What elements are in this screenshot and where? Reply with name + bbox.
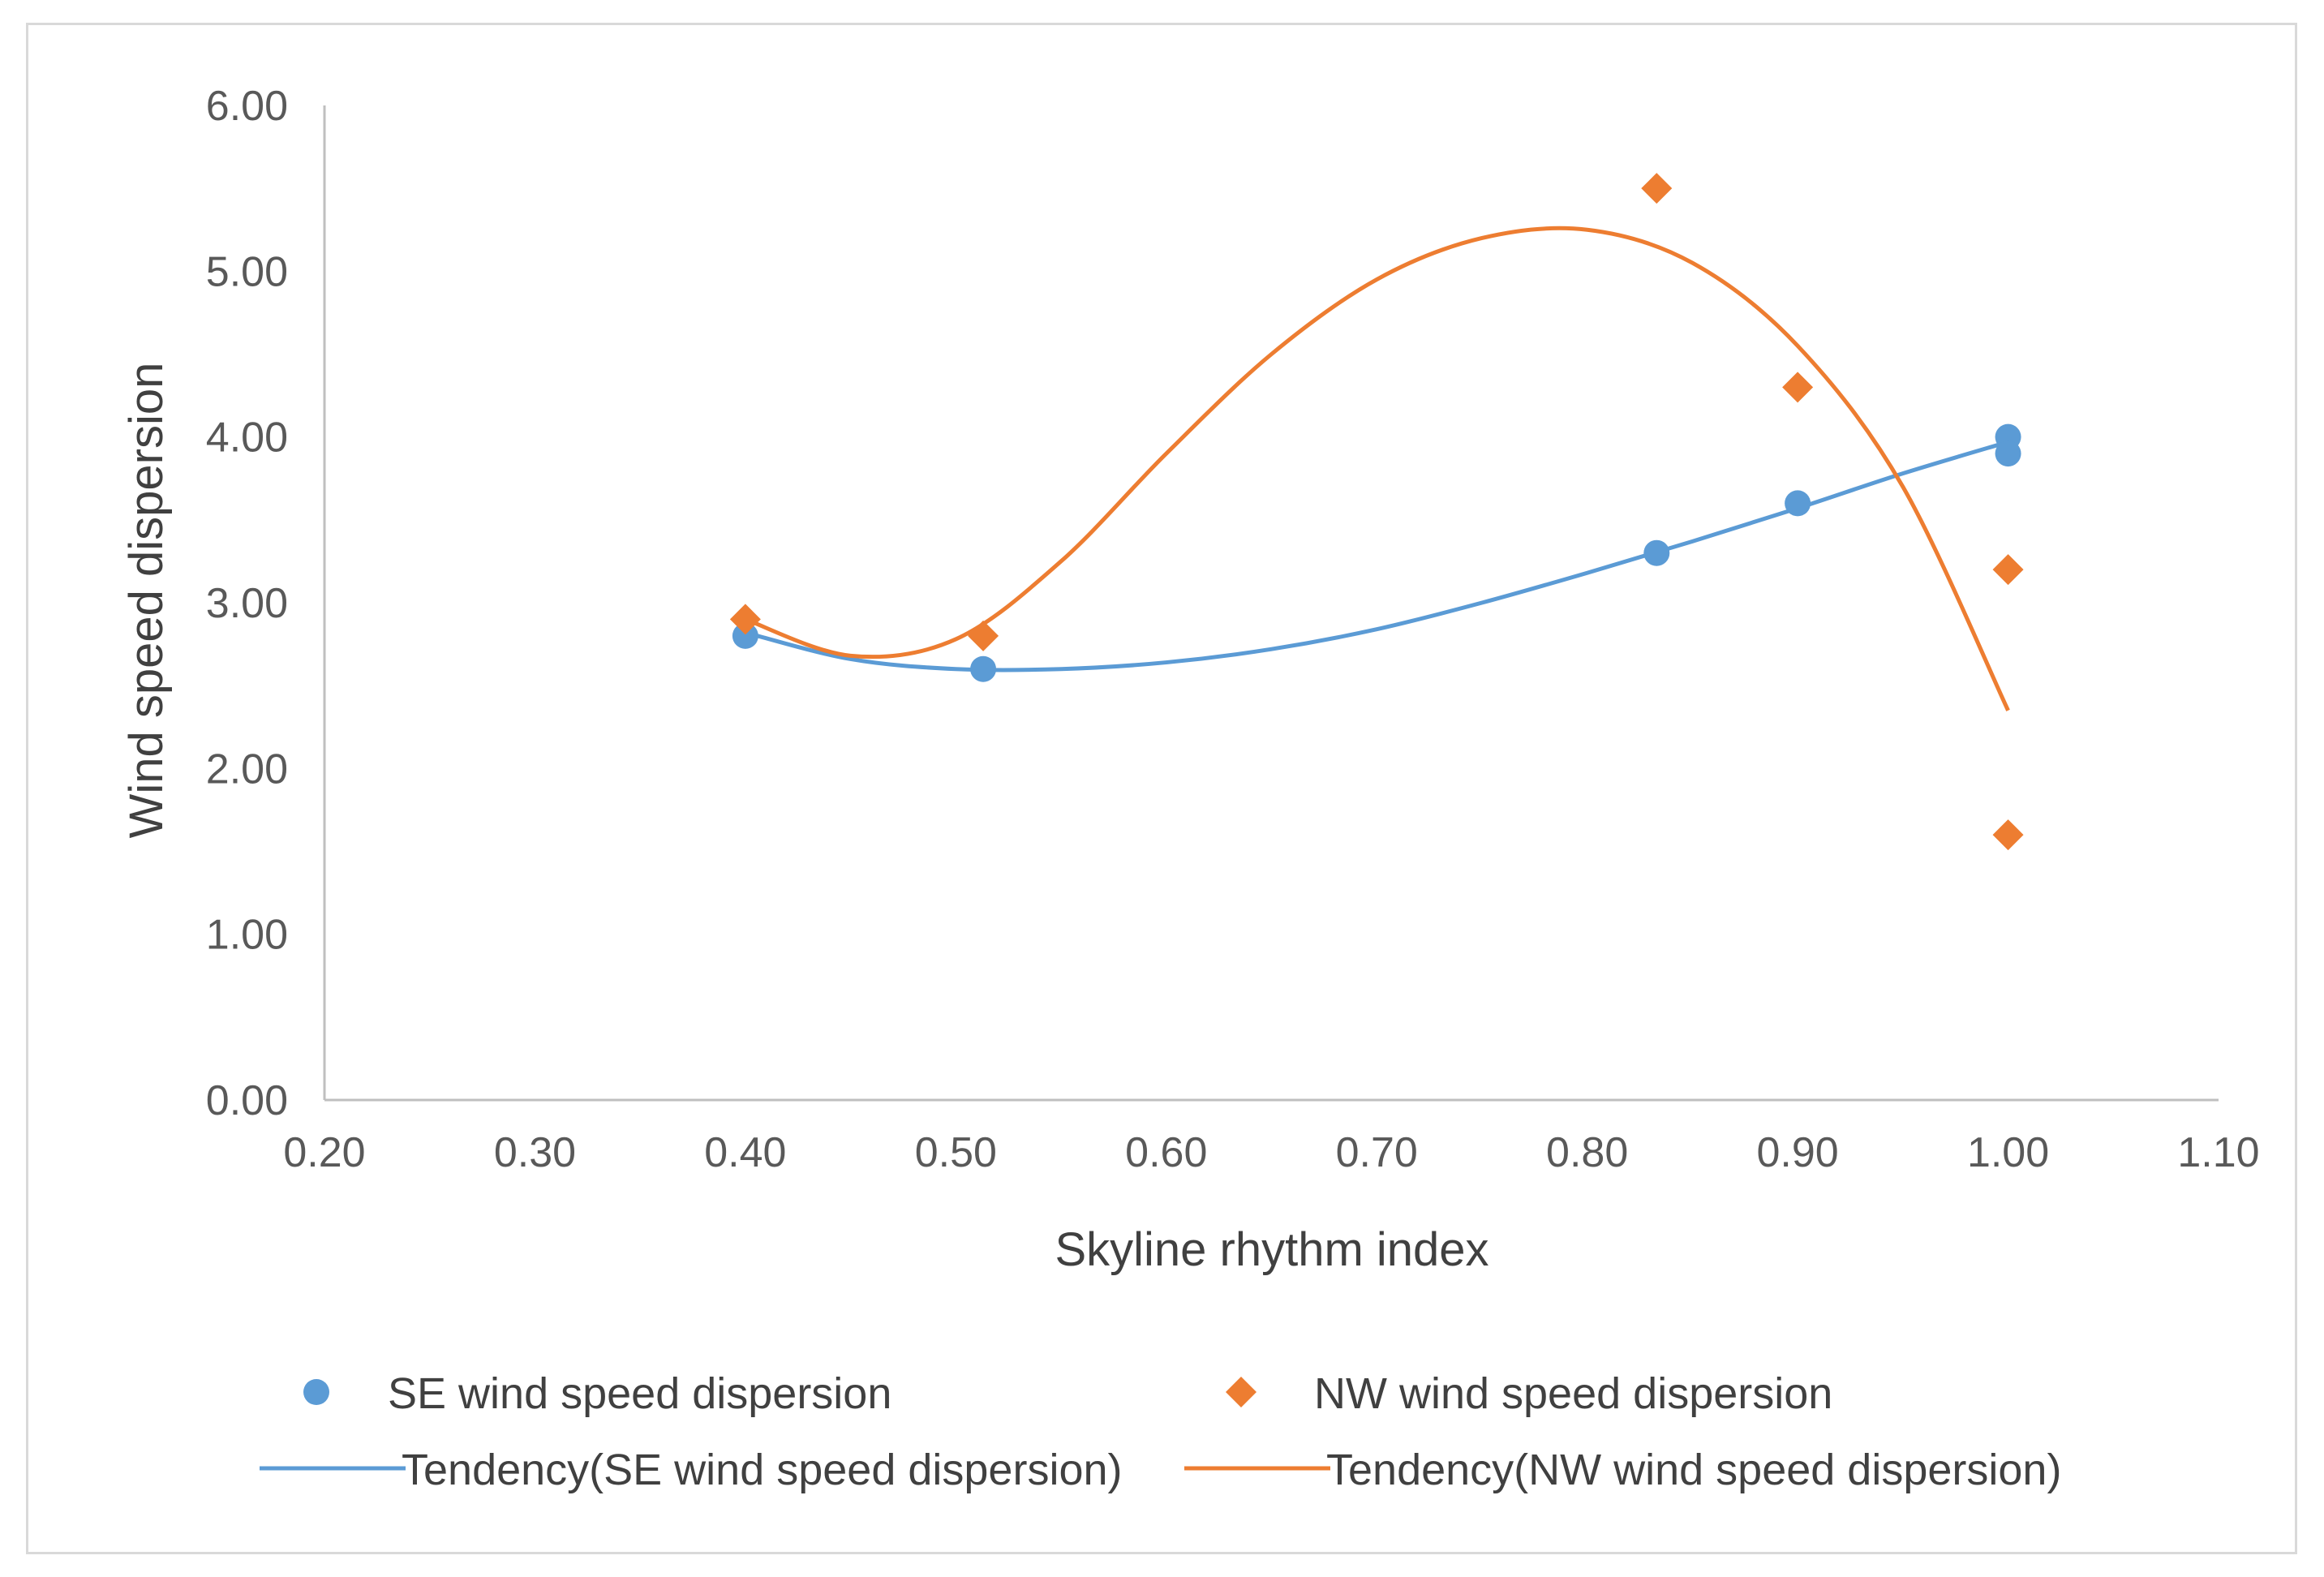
x-axis-title: Skyline rhythm index bbox=[1055, 1223, 1488, 1276]
x-tick-label: 0.50 bbox=[915, 1129, 997, 1176]
y-tick-label: 2.00 bbox=[206, 746, 288, 793]
x-tick-label: 0.60 bbox=[1125, 1129, 1207, 1176]
legend-se-label: SE wind speed dispersion bbox=[388, 1369, 891, 1418]
y-tick-labels: 0.00 1.00 2.00 3.00 4.00 5.00 6.00 bbox=[206, 83, 288, 1124]
legend-nw-trend-label: Tendency(NW wind speed dispersion) bbox=[1326, 1446, 2061, 1494]
nw-data-point bbox=[1992, 819, 2024, 851]
y-tick-label: 1.00 bbox=[206, 912, 288, 959]
y-tick-label: 5.00 bbox=[206, 248, 288, 295]
nw-data-point bbox=[1641, 173, 1673, 204]
nw-data-point bbox=[968, 620, 999, 651]
y-tick-label: 6.00 bbox=[206, 83, 288, 130]
se-data-point bbox=[970, 655, 997, 682]
se-data-point bbox=[1643, 539, 1670, 566]
data-markers bbox=[729, 173, 2024, 851]
x-tick-label: 0.20 bbox=[283, 1129, 365, 1176]
x-tick-label: 0.40 bbox=[704, 1129, 786, 1176]
axes bbox=[323, 105, 2219, 1102]
nw-data-point bbox=[1782, 372, 1814, 403]
se-trend-line bbox=[745, 440, 2009, 672]
legend-nw-marker bbox=[1226, 1377, 1257, 1407]
nw-trend-line bbox=[745, 226, 2010, 711]
legend-se-marker bbox=[303, 1379, 329, 1405]
legend-nw-label: NW wind speed dispersion bbox=[1314, 1369, 1832, 1418]
x-tick-label: 1.00 bbox=[1967, 1129, 2049, 1176]
y-tick-label: 0.00 bbox=[206, 1077, 288, 1124]
x-tick-labels: 0.20 0.30 0.40 0.50 0.60 0.70 0.80 0.90 1.00 1.10 bbox=[283, 1129, 2259, 1176]
legend: SE wind speed dispersion NW wind speed d… bbox=[260, 1369, 2061, 1494]
x-tick-label: 1.10 bbox=[2177, 1129, 2259, 1176]
x-tick-label: 0.70 bbox=[1336, 1129, 1418, 1176]
x-tick-label: 0.80 bbox=[1546, 1129, 1628, 1176]
se-data-point bbox=[1785, 490, 1811, 517]
se-data-point bbox=[732, 622, 758, 649]
nw-data-point bbox=[729, 604, 761, 635]
legend-se-trend-label: Tendency(SE wind speed dispersion) bbox=[402, 1446, 1123, 1494]
y-tick-label: 3.00 bbox=[206, 580, 288, 627]
se-data-point bbox=[1995, 440, 2021, 467]
y-tick-label: 4.00 bbox=[206, 415, 288, 462]
nw-data-point bbox=[1992, 554, 2024, 586]
x-tick-label: 0.30 bbox=[494, 1129, 576, 1176]
y-axis-title: Wind speed dispersion bbox=[120, 363, 173, 839]
chart-frame bbox=[26, 23, 2297, 1554]
trend-lines bbox=[745, 226, 2010, 711]
x-tick-label: 0.90 bbox=[1757, 1129, 1839, 1176]
